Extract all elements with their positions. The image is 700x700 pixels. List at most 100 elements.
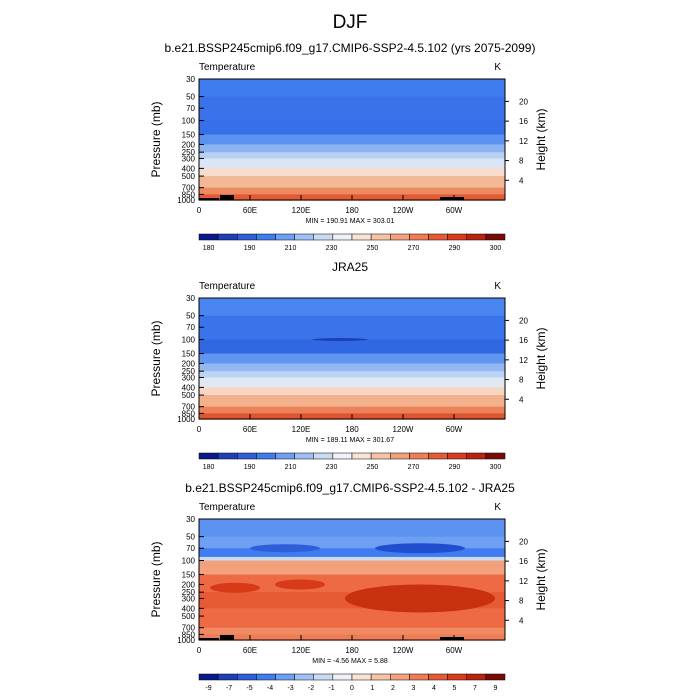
- colorbar-label: -5: [246, 685, 252, 692]
- height-tick-label: 12: [519, 137, 528, 146]
- y-tick-label: 100: [182, 336, 196, 345]
- y-tick-label: 30: [186, 75, 195, 84]
- colorbar-swatch: [466, 673, 487, 681]
- x-tick-label: 0: [197, 206, 202, 215]
- y-tick-label: 700: [182, 624, 196, 633]
- colorbar-label: 250: [367, 464, 379, 471]
- contour-band: [199, 353, 505, 365]
- contour-band: [199, 608, 505, 629]
- topography-mask: [199, 198, 219, 200]
- colorbar-label: -7: [226, 685, 232, 692]
- warm-anomaly-blob: [345, 584, 495, 613]
- y-tick-label: 30: [186, 294, 195, 303]
- contour-band: [199, 152, 505, 160]
- y-tick-label: 100: [182, 557, 196, 566]
- colorbar-label: 7: [473, 685, 477, 692]
- y-tick-label: 50: [186, 312, 195, 321]
- y-tick-label: 700: [182, 403, 196, 412]
- colorbar-label: -1: [328, 685, 334, 692]
- panel-title: b.e21.BSSP245cmip6.f09_g17.CMIP6-SSP2-4.…: [165, 41, 536, 55]
- colorbar-swatch: [256, 233, 276, 241]
- colorbar-label: 190: [244, 464, 256, 471]
- colorbar-label: -4: [267, 685, 273, 692]
- y-tick-label: 250: [182, 148, 196, 157]
- colorbar-swatch: [332, 673, 353, 681]
- x-tick-label: 60W: [446, 206, 463, 215]
- x-tick-label: 60E: [243, 425, 257, 434]
- colorbar-label: 300: [490, 464, 502, 471]
- contour-band: [199, 363, 505, 372]
- x-tick-label: 0: [197, 425, 202, 434]
- colorbar-swatch: [409, 233, 429, 241]
- colorbar-swatch: [390, 673, 410, 681]
- cold-tropopause-streak: [312, 338, 368, 342]
- colorbar-label: 9: [493, 685, 497, 692]
- y-tick-label: 200: [182, 359, 196, 368]
- y-tick-label: 850: [182, 630, 196, 639]
- colorbar-label: 300: [490, 245, 502, 252]
- colorbar-label: -9: [205, 685, 211, 692]
- contour-band: [199, 168, 505, 177]
- colorbar-label: 230: [326, 245, 338, 252]
- y-tick-label: 50: [186, 533, 195, 542]
- x-tick-label: 60W: [446, 425, 463, 434]
- colorbar-label: 3: [412, 685, 416, 692]
- colorbar-swatch: [370, 673, 391, 681]
- colorbar-swatch: [237, 233, 257, 241]
- contour-band: [199, 387, 505, 396]
- colorbar-label: 4: [432, 685, 436, 692]
- colorbar-label: 2: [391, 685, 395, 692]
- y-tick-label: 100: [182, 117, 196, 126]
- colorbar-swatch: [485, 233, 506, 241]
- height-tick-label: 8: [519, 157, 524, 166]
- y-tick-label: 400: [182, 604, 196, 613]
- height-tick-label: 4: [519, 176, 524, 185]
- x-tick-label: 180: [345, 646, 359, 655]
- x-tick-label: 60E: [243, 646, 257, 655]
- y-axis-right-label: Height (km): [534, 548, 548, 610]
- contour-band: [199, 315, 505, 341]
- colorbar-label: 190: [244, 245, 256, 252]
- y-tick-label: 70: [186, 323, 195, 332]
- colorbar-swatch: [313, 233, 334, 241]
- colorbar-swatch: [237, 452, 257, 460]
- cold-anomaly-blob: [250, 544, 320, 553]
- y-axis-label: Pressure (mb): [149, 101, 163, 177]
- colorbar-swatch: [332, 233, 353, 241]
- panel-title: b.e21.BSSP245cmip6.f09_g17.CMIP6-SSP2-4.…: [185, 481, 515, 495]
- page-title: DJF: [332, 12, 368, 33]
- contour-band: [199, 79, 505, 98]
- colorbar-label: 180: [203, 245, 215, 252]
- colorbar-swatch: [294, 673, 314, 681]
- colorbar-swatch: [256, 673, 276, 681]
- colorbar-swatch: [466, 233, 487, 241]
- y-tick-label: 400: [182, 383, 196, 392]
- colorbar-label: 0: [350, 685, 354, 692]
- colorbar-swatch: [409, 452, 429, 460]
- contour-band: [199, 298, 505, 317]
- colorbar-swatch: [466, 452, 487, 460]
- y-axis-label: Pressure (mb): [149, 541, 163, 617]
- y-axis-label: Pressure (mb): [149, 320, 163, 396]
- x-tick-label: 180: [345, 206, 359, 215]
- y-tick-label: 200: [182, 140, 196, 149]
- colorbar-swatch: [428, 452, 448, 460]
- y-tick-label: 30: [186, 515, 195, 524]
- colorbar-label: 180: [203, 464, 215, 471]
- contour-band: [199, 120, 505, 136]
- topography-mask: [199, 638, 219, 640]
- colorbar-label: 5: [453, 685, 457, 692]
- x-tick-label: 120W: [393, 646, 414, 655]
- colorbar-swatch: [351, 452, 372, 460]
- y-tick-label: 50: [186, 93, 195, 102]
- height-tick-label: 12: [519, 356, 528, 365]
- colorbar-swatch: [370, 452, 391, 460]
- colorbar-swatch: [447, 673, 467, 681]
- colorbar-label: 230: [326, 464, 338, 471]
- contour-band: [199, 339, 505, 355]
- colorbar-label: -2: [308, 685, 314, 692]
- stats-label: MIN = 189.11 MAX = 301.67: [306, 437, 394, 444]
- colorbar-swatch: [275, 452, 295, 460]
- colorbar-swatch: [332, 452, 353, 460]
- colorbar-swatch: [217, 233, 238, 241]
